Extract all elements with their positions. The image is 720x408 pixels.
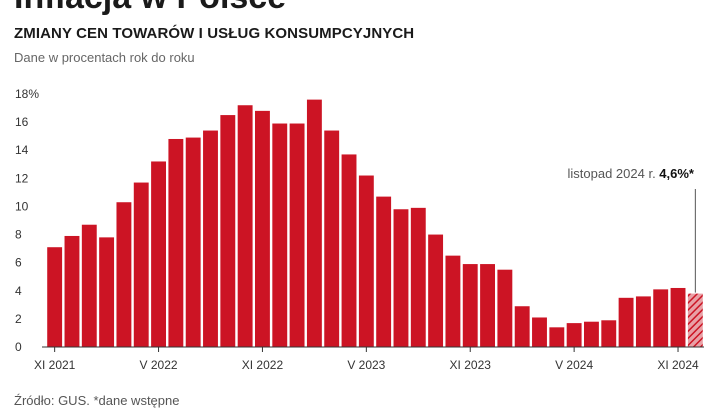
bar: [185, 137, 201, 347]
bar: [116, 202, 132, 347]
bar: [341, 154, 357, 347]
bar: [64, 235, 80, 347]
bar: [151, 161, 166, 347]
bar: [497, 269, 513, 347]
bar: [618, 297, 634, 347]
bar: [168, 138, 184, 347]
source-note: Źródło: GUS. *dane wstępne: [14, 393, 180, 408]
bar: [428, 234, 444, 347]
x-tick-label: XI 2023: [450, 358, 492, 372]
y-tick-label: 14: [15, 143, 29, 157]
x-tick-label: XI 2021: [34, 358, 76, 372]
annotation: listopad 2024 r. 4,6%*: [568, 166, 696, 293]
x-tick-label: XI 2022: [242, 358, 284, 372]
bar: [635, 296, 651, 347]
x-tick-label: V 2023: [347, 358, 385, 372]
y-tick-label: 12: [15, 171, 29, 185]
y-tick-label: 6: [15, 256, 22, 270]
bar: [549, 327, 565, 347]
chart-subtitle: ZMIANY CEN TOWARÓW I USŁUG KONSUMPCYJNYC…: [14, 25, 415, 42]
y-tick-label: 18%: [15, 87, 39, 101]
bar: [255, 110, 270, 348]
bar: [306, 99, 322, 348]
bar: [462, 264, 478, 347]
x-tick-label: XI 2024: [657, 358, 699, 372]
bar: [445, 255, 461, 347]
bar: [670, 287, 686, 347]
bar: [99, 237, 115, 347]
bar: [272, 123, 288, 348]
bar: [601, 320, 617, 347]
bar: [514, 306, 530, 347]
bar: [237, 105, 253, 348]
bar: [376, 196, 392, 347]
bar-preliminary: [687, 293, 703, 347]
y-tick-label: 16: [15, 115, 29, 129]
bar: [566, 323, 582, 347]
bar: [532, 317, 547, 347]
bar: [358, 175, 374, 347]
unit-note: Dane w procentach rok do roku: [14, 50, 195, 65]
y-tick-label: 8: [15, 228, 22, 242]
bar: [393, 209, 409, 347]
y-tick-label: 4: [15, 284, 22, 298]
annotation-label: listopad 2024 r.: [568, 166, 660, 181]
x-tick-label: V 2024: [555, 358, 593, 372]
bar: [203, 130, 218, 347]
bar: [653, 289, 669, 347]
bar: [584, 321, 599, 347]
bar: [47, 247, 63, 347]
bars-group: [47, 99, 703, 348]
bar: [289, 123, 305, 348]
bar: [324, 130, 340, 347]
y-tick-label: 10: [15, 199, 29, 213]
bar: [410, 207, 426, 347]
bar: [81, 224, 97, 347]
x-tick-label: V 2022: [140, 358, 178, 372]
annotation-text: listopad 2024 r. 4,6%*: [568, 166, 695, 181]
y-tick-label: 2: [15, 312, 22, 326]
x-axis: XI 2021 V 2022 XI 2022 V 2023 XI 2023 V 2024 X…: [34, 346, 704, 372]
y-tick-label: 0: [15, 340, 22, 354]
bar: [480, 264, 495, 347]
chart-title: Inflacja w Polsce: [14, 0, 286, 17]
y-axis: 0 2 4 6 8 10 12 14 16 18%: [15, 87, 39, 354]
annotation-value: 4,6%*: [659, 166, 695, 181]
bar: [133, 182, 149, 347]
bar: [220, 115, 236, 347]
